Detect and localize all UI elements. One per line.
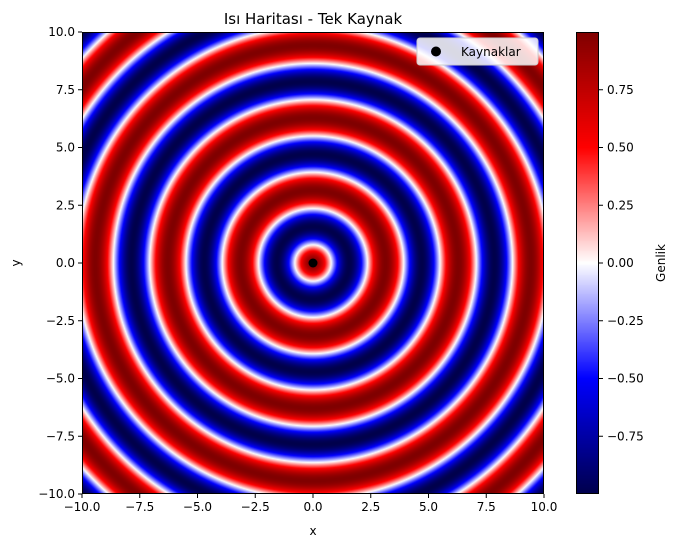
x-axis-label: x bbox=[309, 524, 316, 538]
colorbar-tick-label: −0.25 bbox=[607, 314, 644, 328]
x-tick-label: 0.0 bbox=[303, 500, 322, 514]
colorbar-tick-label: −0.50 bbox=[607, 372, 644, 386]
y-tick-label: 2.5 bbox=[56, 198, 75, 212]
x-tick-label: 7.5 bbox=[477, 500, 496, 514]
y-tick-label: 7.5 bbox=[56, 83, 75, 97]
legend-box bbox=[416, 37, 539, 66]
y-tick-label: −2.5 bbox=[46, 314, 75, 328]
source-markers bbox=[308, 258, 318, 268]
colorbar-label: Genlik bbox=[654, 244, 668, 282]
legend-marker bbox=[431, 46, 441, 57]
chart-title: Isı Haritası - Tek Kaynak bbox=[224, 10, 403, 28]
y-tick-label: 10.0 bbox=[48, 25, 75, 39]
y-tick-label: 0.0 bbox=[56, 256, 75, 270]
x-tick-label: −5.0 bbox=[183, 500, 212, 514]
colorbar-tick-label: 0.75 bbox=[607, 83, 634, 97]
colorbar-gradient bbox=[576, 32, 599, 494]
x-axis-ticks: −10.0 −7.5 −5.0 −2.5 0.0 2.5 5.0 7.5 10.0 bbox=[64, 494, 558, 514]
x-tick-label: −7.5 bbox=[125, 500, 154, 514]
x-tick-label: 2.5 bbox=[361, 500, 380, 514]
x-tick-label: −2.5 bbox=[241, 500, 270, 514]
x-tick-label: 10.0 bbox=[531, 500, 558, 514]
legend: Kaynaklar bbox=[416, 37, 539, 66]
colorbar-tick-label: −0.75 bbox=[607, 429, 644, 443]
y-axis-ticks: −10.0 −7.5 −5.0 −2.5 0.0 2.5 5.0 7.5 10.0 bbox=[38, 25, 82, 501]
legend-entry-sources: Kaynaklar bbox=[461, 45, 521, 59]
x-tick-label: 5.0 bbox=[419, 500, 438, 514]
x-tick-label: −10.0 bbox=[64, 500, 101, 514]
colorbar-tick-label: 0.50 bbox=[607, 141, 634, 155]
plot-frame bbox=[82, 32, 544, 494]
colorbar-tick-label: 0.00 bbox=[607, 256, 634, 270]
y-tick-label: 5.0 bbox=[56, 141, 75, 155]
y-tick-label: −10.0 bbox=[38, 487, 75, 501]
colorbar-tick-label: 0.25 bbox=[607, 198, 634, 212]
colorbar-ticks: 0.75 0.50 0.25 0.00 −0.25 −0.50 −0.75 bbox=[599, 83, 644, 443]
source-point bbox=[308, 258, 318, 268]
y-axis-label: y bbox=[9, 259, 23, 266]
colorbar-frame bbox=[576, 32, 599, 494]
y-tick-label: −7.5 bbox=[46, 429, 75, 443]
y-tick-label: −5.0 bbox=[46, 372, 75, 386]
